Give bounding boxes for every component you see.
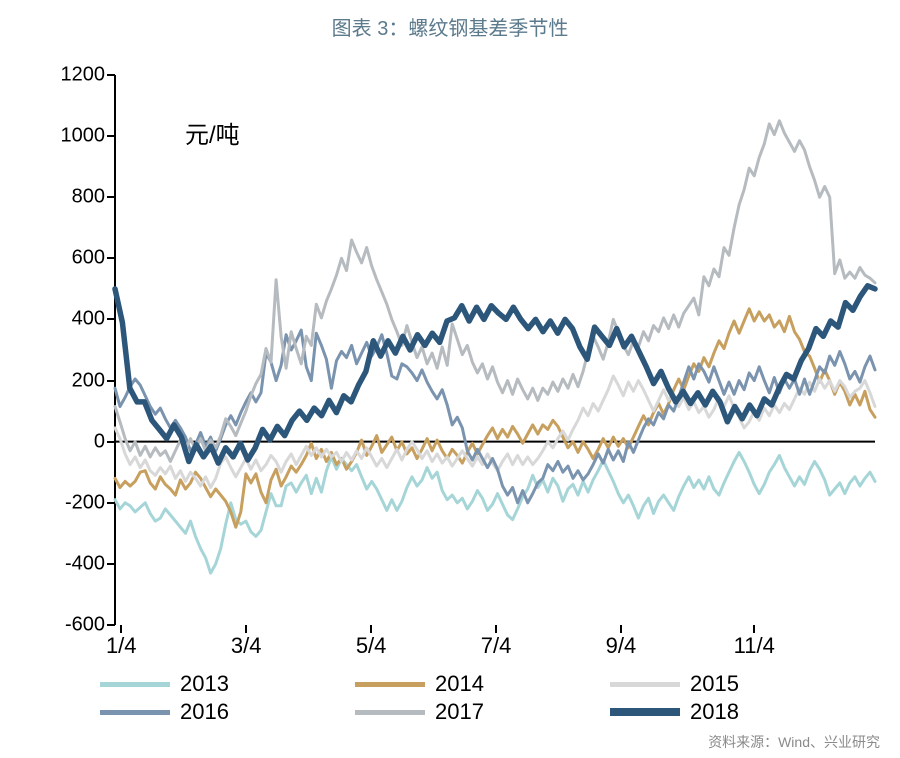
y-tick-label: 400	[72, 308, 105, 331]
legend-label: 2013	[180, 671, 229, 697]
y-tick-label: -200	[65, 491, 105, 514]
y-tick	[107, 196, 115, 198]
x-tick-label: 1/4	[106, 633, 137, 659]
y-tick-label: 800	[72, 186, 105, 209]
x-tick-label: 7/4	[481, 633, 512, 659]
plot-svg	[115, 75, 875, 625]
y-tick-label: 0	[94, 430, 105, 453]
x-tick	[245, 625, 247, 633]
legend-item: 2017	[355, 698, 610, 726]
y-tick	[107, 257, 115, 259]
legend-label: 2017	[435, 699, 484, 725]
y-tick-label: 1200	[61, 64, 106, 87]
plot-area: 元/吨 -600-400-2000200400600800100012001/4…	[115, 75, 875, 625]
y-tick	[107, 502, 115, 504]
legend-item: 2013	[100, 670, 355, 698]
y-tick	[107, 135, 115, 137]
y-tick-label: -600	[65, 614, 105, 637]
legend-swatch	[355, 682, 425, 687]
legend-swatch	[610, 682, 680, 687]
x-tick	[120, 625, 122, 633]
legend-swatch	[355, 710, 425, 715]
y-tick	[107, 563, 115, 565]
y-tick	[107, 441, 115, 443]
legend-label: 2014	[435, 671, 484, 697]
legend-item: 2016	[100, 698, 355, 726]
x-tick-label: 9/4	[606, 633, 637, 659]
series-2013	[115, 452, 875, 573]
y-tick	[107, 624, 115, 626]
legend: 2013 2014 2015 2016 2017 2018	[100, 670, 880, 726]
legend-label: 2015	[690, 671, 739, 697]
legend-label: 2018	[690, 699, 739, 725]
legend-swatch	[100, 682, 170, 687]
x-tick	[753, 625, 755, 633]
legend-swatch	[610, 708, 680, 716]
x-tick-label: 5/4	[356, 633, 387, 659]
x-tick-label: 3/4	[231, 633, 262, 659]
legend-item: 2018	[610, 698, 865, 726]
x-tick-label: 11/4	[734, 633, 775, 659]
legend-label: 2016	[180, 699, 229, 725]
source-label: 资料来源：Wind、兴业研究	[708, 732, 880, 752]
y-tick-label: -400	[65, 552, 105, 575]
x-tick	[370, 625, 372, 633]
y-tick-label: 1000	[61, 125, 106, 148]
legend-swatch	[100, 710, 170, 715]
y-tick-label: 200	[72, 369, 105, 392]
y-tick	[107, 318, 115, 320]
chart-container: 图表 3：螺纹钢基差季节性 元/吨 -600-400-2000200400600…	[0, 0, 900, 758]
legend-item: 2014	[355, 670, 610, 698]
y-tick	[107, 380, 115, 382]
y-tick-label: 600	[72, 247, 105, 270]
x-tick	[620, 625, 622, 633]
legend-item: 2015	[610, 670, 865, 698]
chart-title: 图表 3：螺纹钢基差季节性	[0, 0, 900, 41]
x-tick	[495, 625, 497, 633]
y-tick	[107, 74, 115, 76]
